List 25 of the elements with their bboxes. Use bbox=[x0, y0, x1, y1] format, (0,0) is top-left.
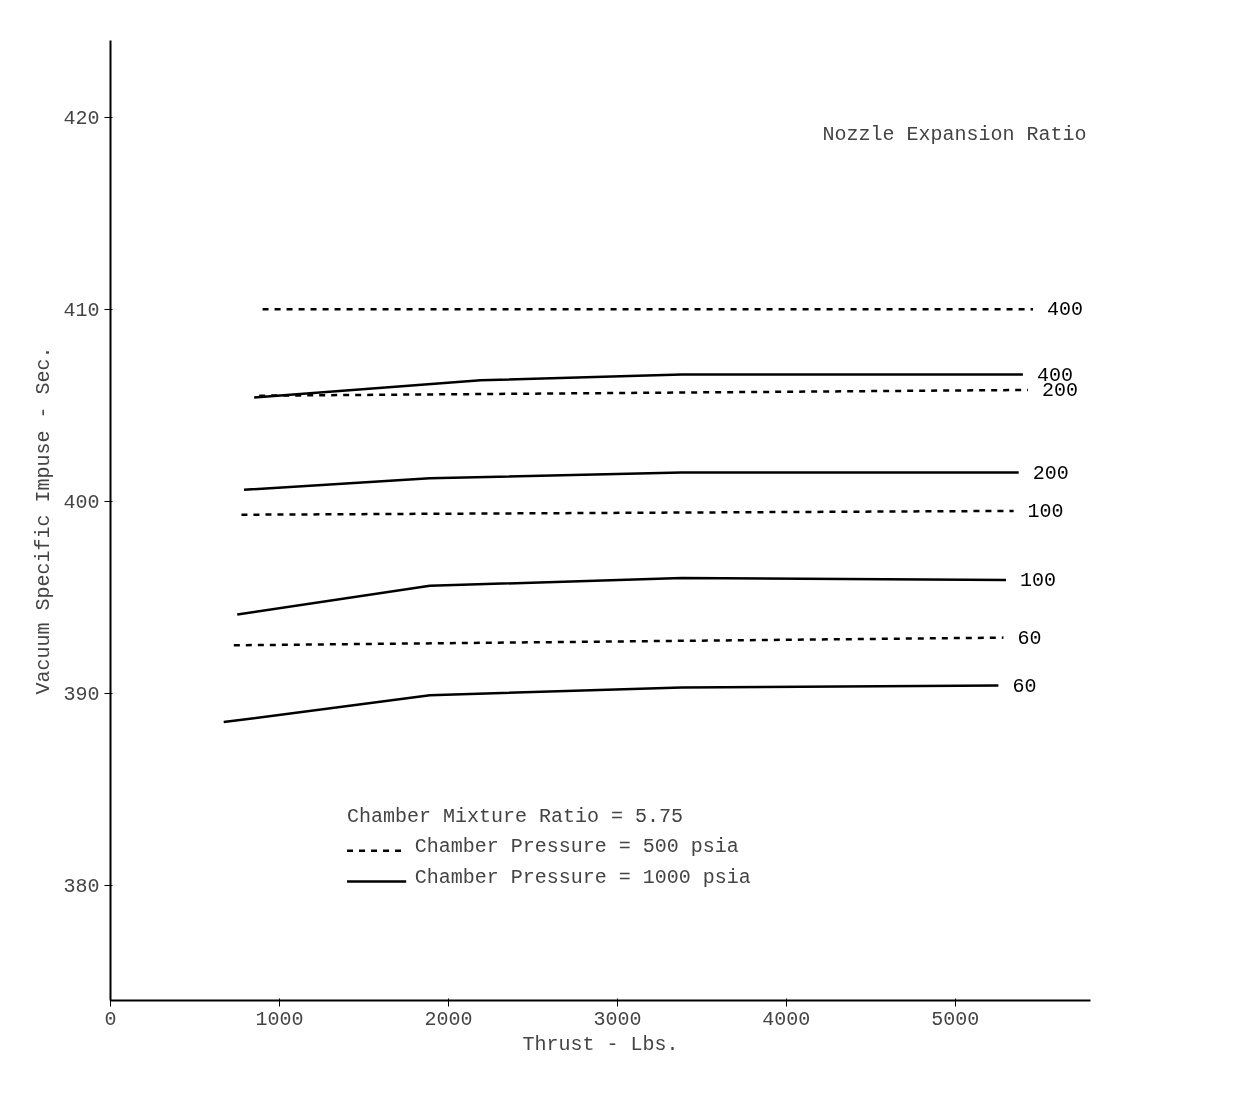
annotation: Chamber Pressure = 1000 psia bbox=[414, 866, 751, 890]
x-tick-label: 0 bbox=[104, 1007, 117, 1031]
x-tick-label: 4000 bbox=[762, 1007, 811, 1031]
y-tick-label: 380 bbox=[63, 874, 100, 898]
y-tick-label: 420 bbox=[63, 106, 100, 130]
series-label: 100 bbox=[1020, 569, 1057, 593]
series-label: 400 bbox=[1047, 298, 1084, 322]
line-series bbox=[235, 576, 1008, 616]
y-tick-label: 410 bbox=[63, 298, 100, 322]
annotation: Chamber Mixture Ratio = 5.75 bbox=[347, 804, 684, 828]
series-label: 200 bbox=[1032, 461, 1069, 485]
y-tick-label: 390 bbox=[63, 682, 100, 706]
x-tick-label: 5000 bbox=[931, 1007, 980, 1031]
series-label: 60 bbox=[1017, 626, 1042, 650]
series-label: 60 bbox=[1012, 674, 1037, 698]
y-tick-label: 400 bbox=[63, 490, 100, 514]
annotation: Chamber Pressure = 500 psia bbox=[414, 835, 739, 859]
x-tick-label: 1000 bbox=[255, 1007, 304, 1031]
x-tick-label: 2000 bbox=[424, 1007, 473, 1031]
legend-title: Nozzle Expansion Ratio bbox=[822, 123, 1087, 147]
y-axis-title: Vacuum Specific Impuse - Sec. bbox=[32, 346, 56, 695]
x-axis-title: Thrust - Lbs. bbox=[522, 1032, 679, 1056]
series-label: 100 bbox=[1027, 499, 1064, 523]
line-series bbox=[222, 684, 1000, 724]
x-tick-label: 3000 bbox=[593, 1007, 642, 1031]
